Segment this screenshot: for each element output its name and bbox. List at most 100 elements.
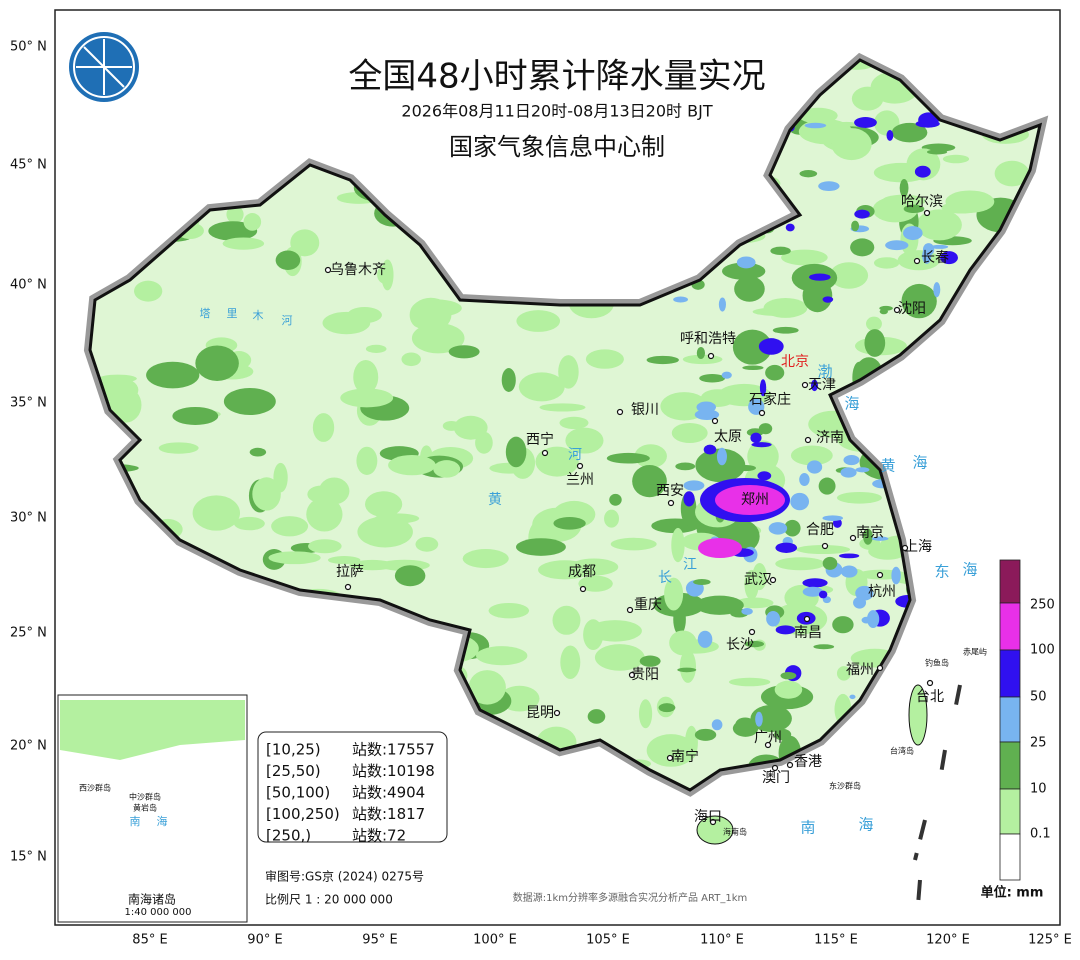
rain-patch (864, 329, 886, 357)
rain-patch (914, 165, 931, 178)
rain-patch (775, 542, 798, 553)
city-dot (786, 761, 794, 769)
geo-label: 东 (934, 563, 949, 581)
rain-patch (468, 670, 506, 705)
geo-label: 海南岛 (723, 827, 747, 837)
city-dot (576, 462, 584, 470)
lon-label: 125° E (1028, 933, 1072, 948)
lon-label: 90° E (247, 933, 282, 948)
city-label: 南昌 (794, 625, 822, 641)
rain-patch (755, 711, 763, 727)
rain-patch (770, 246, 791, 256)
rain-patch (606, 452, 650, 464)
rain-patch (780, 671, 797, 680)
rain-patch (673, 603, 686, 635)
lat-label: 35° N (10, 396, 47, 411)
rain-patch (694, 728, 717, 741)
hainan (696, 815, 734, 845)
city-label: 乌鲁木齐 (330, 262, 386, 278)
rain-patch (861, 616, 872, 624)
geo-label: 塔 (200, 307, 211, 320)
city-label: 南宁 (671, 748, 699, 765)
rain-patch (226, 205, 244, 224)
rain-patch (784, 519, 801, 537)
city-dot (801, 381, 809, 389)
rain-patch (942, 154, 970, 164)
rain-patch (866, 331, 874, 345)
city-dot (876, 571, 884, 579)
rain-patch (539, 403, 586, 412)
rain-patch (711, 719, 723, 731)
rain-patch (578, 575, 613, 592)
rain-patch (758, 338, 784, 355)
city-dot (771, 764, 779, 772)
rain-patch (505, 436, 527, 468)
rain-patch (744, 569, 759, 600)
city-dot (876, 664, 884, 672)
rain-patch (718, 297, 726, 312)
city-label: 澳门 (762, 770, 790, 786)
rain-patch (802, 586, 823, 597)
city-dot (764, 741, 772, 749)
rain-patch (559, 416, 589, 430)
rain-patch (604, 509, 620, 528)
city-dot (923, 209, 931, 217)
rain-patch (886, 129, 894, 141)
city-dot (748, 628, 756, 636)
rain-patch (774, 680, 803, 699)
lon-label: 105° E (586, 933, 630, 948)
rain-patch (829, 262, 869, 289)
city-dot (926, 679, 934, 687)
rain-patch (839, 553, 860, 559)
rain-patch (765, 364, 785, 381)
rain-patch (926, 149, 948, 155)
rain-patch (945, 190, 995, 213)
rain-patch (736, 256, 756, 269)
rain-patch (569, 558, 619, 576)
lat-label: 25° N (10, 626, 47, 641)
rain-patch (851, 220, 860, 232)
geo-label: 海 (962, 561, 977, 579)
rain-patch (646, 355, 679, 365)
lat-label: 15° N (10, 850, 47, 865)
rain-patch (357, 516, 413, 548)
approval: 审图号:GS京 (2024) 0275号 (265, 869, 424, 884)
rain-patch (728, 677, 771, 687)
rain-patch (744, 640, 765, 648)
rain-patch (158, 442, 199, 454)
rain-patch (268, 551, 321, 565)
rain-patch (772, 326, 799, 334)
city-label: 石家庄 (749, 391, 791, 408)
legend-range: [10,25) (266, 741, 321, 759)
geo-label: 木 (253, 309, 264, 322)
rain-patch (806, 460, 823, 474)
city-label: 太原 (714, 429, 742, 445)
rain-patch (796, 544, 851, 555)
rain-patch (677, 667, 697, 673)
rain-patch (799, 473, 810, 487)
geo-label: 河 (568, 447, 582, 463)
rain-patch (693, 578, 711, 585)
rain-patch (768, 522, 788, 535)
rain-patch (891, 122, 928, 143)
rain-patch (671, 422, 708, 444)
rain-patch (340, 388, 394, 408)
rain-patch (759, 379, 767, 397)
city-label: 天津 (808, 377, 836, 393)
rain-patch (475, 431, 493, 454)
rain-patch (863, 528, 873, 545)
city-dot (628, 671, 636, 679)
rain-patch (933, 282, 941, 298)
city-dot (666, 754, 674, 762)
city-label: 银川 (631, 402, 659, 418)
inset-land (60, 700, 245, 760)
geo-label: 长 (658, 570, 672, 586)
city-dot (758, 409, 766, 417)
rain-patch (347, 307, 382, 324)
rain-patch (790, 445, 833, 466)
rain-patch (918, 112, 939, 128)
geo-label: 渤 (817, 363, 832, 381)
inset-label: 中沙群岛 (129, 792, 161, 802)
rain-patch (146, 361, 200, 389)
lon-label: 100° E (473, 933, 517, 948)
